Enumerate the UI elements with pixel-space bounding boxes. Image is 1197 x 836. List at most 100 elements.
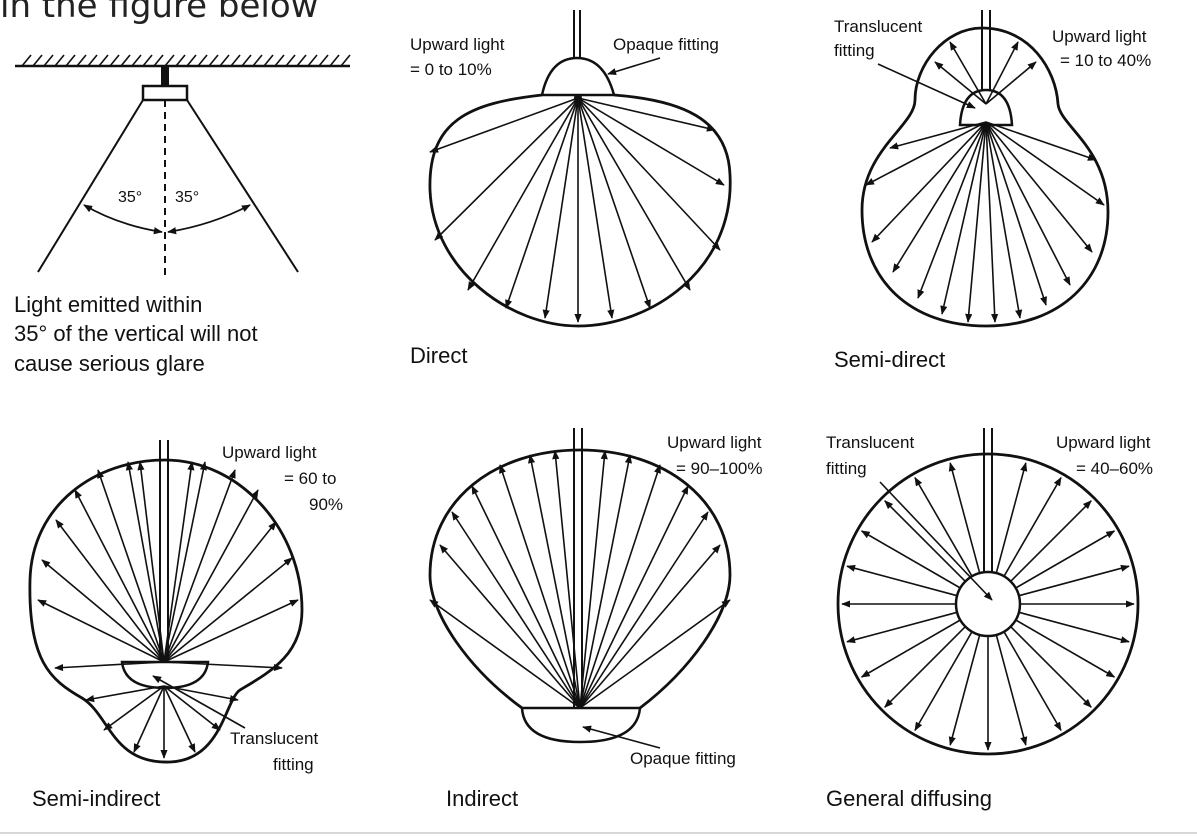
light-ray (577, 97, 691, 291)
hatch-mark (197, 54, 208, 67)
light-ray-up (579, 599, 731, 709)
light-ray (542, 97, 579, 319)
hatch-mark (208, 54, 219, 67)
direct-caption: Direct (410, 343, 467, 368)
light-ray-up (97, 469, 165, 663)
light-ray-down (865, 121, 987, 186)
light-ray-down (133, 685, 165, 753)
semi-indirect-caption: Semi-indirect (32, 786, 160, 811)
light-ray (467, 97, 579, 291)
general-fitting-line-2: fitting (826, 459, 867, 478)
distribution-curve-indirect (428, 448, 732, 710)
ceiling-hatch (21, 54, 351, 67)
light-ray (1015, 530, 1116, 589)
hatch-mark (175, 54, 186, 67)
distribution-curve-general (836, 452, 1140, 756)
panel-general-diffusing: Translucent fitting Upward light = 40–60… (826, 428, 1153, 811)
direct-fitting-pointer (607, 57, 661, 76)
light-ray-up (125, 461, 165, 663)
light-ray (948, 462, 981, 574)
light-ray-up (934, 61, 987, 105)
light-ray (860, 530, 961, 589)
light-ray-up (949, 41, 987, 105)
distribution-curve-direct (428, 93, 732, 328)
direct-upward-line-2: = 0 to 10% (410, 60, 492, 79)
semi-direct-fitting-pointer (877, 63, 976, 109)
semi-direct-upward-line-2: = 10 to 40% (1060, 51, 1151, 70)
hatch-mark (109, 54, 120, 67)
light-ray-up (579, 450, 608, 709)
panel-indirect: Upward light = 90–100% Opaque fitting In… (428, 428, 763, 811)
semi-indirect-upward-line-1: Upward light (222, 443, 317, 462)
hatch-mark (307, 54, 318, 67)
light-ray (914, 631, 973, 732)
hatch-mark (43, 54, 54, 67)
light-ray (948, 634, 981, 746)
light-rays-direct (429, 97, 725, 323)
glare-caption-line-3: cause serious glare (14, 351, 205, 376)
light-ray-up (41, 559, 165, 663)
light-ray-up (579, 544, 721, 709)
light-ray-down (889, 121, 987, 150)
light-ray (884, 500, 966, 582)
translucent-fitting-shade (958, 88, 1014, 127)
light-ray-up (37, 599, 165, 663)
hatch-mark (153, 54, 164, 67)
light-source-point (574, 94, 582, 102)
light-ray-up (55, 519, 165, 663)
light-ray (577, 97, 615, 319)
light-ray-up (552, 450, 581, 709)
light-ray-down (985, 121, 1097, 161)
light-ray-up (163, 521, 277, 663)
hatch-mark (87, 54, 98, 67)
hatch-mark (65, 54, 76, 67)
general-caption: General diffusing (826, 786, 992, 811)
light-ray-side (54, 661, 165, 672)
general-fitting-line-1: Translucent (826, 433, 914, 452)
light-ray (577, 97, 721, 251)
light-ray-up (163, 557, 293, 663)
semi-indirect-upward-line-2: = 60 to (284, 469, 336, 488)
light-ray-up (429, 599, 581, 709)
light-ray (429, 97, 579, 153)
hatch-mark (296, 54, 307, 67)
opaque-fitting-shade (540, 56, 616, 97)
light-ray (1018, 611, 1130, 644)
light-ray (434, 97, 579, 241)
hatch-mark (164, 54, 175, 67)
semi-indirect-upward-line-3: 90% (309, 495, 343, 514)
indirect-upward-line-2: = 90–100% (676, 459, 763, 478)
light-ray (914, 476, 973, 577)
glare-caption-line-2: 35° of the vertical will not (14, 321, 258, 346)
semi-direct-upward-line-1: Upward light (1052, 27, 1147, 46)
hatch-mark (252, 54, 263, 67)
light-ray-up (579, 454, 632, 709)
hatch-mark (274, 54, 285, 67)
light-ray-down (85, 685, 165, 703)
light-ray (846, 611, 958, 644)
light-ray (846, 564, 958, 597)
light-rays-semi-indirect (37, 461, 299, 759)
hatch-mark (285, 54, 296, 67)
distribution-curve-semi-direct (860, 26, 1110, 328)
hatch-mark (98, 54, 109, 67)
light-ray (884, 626, 966, 708)
hatch-mark (241, 54, 252, 67)
hatch-mark (142, 54, 153, 67)
light-ray (577, 97, 716, 132)
light-ray (995, 634, 1028, 746)
general-upward-line-2: = 40–60% (1076, 459, 1153, 478)
light-ray (1018, 564, 1130, 597)
light-ray-down (871, 121, 987, 243)
hatch-mark (186, 54, 197, 67)
light-ray (1003, 631, 1062, 732)
light-ray (577, 97, 651, 309)
indirect-caption: Indirect (446, 786, 518, 811)
hatch-mark (54, 54, 65, 67)
indirect-upward-line-1: Upward light (667, 433, 762, 452)
light-ray (505, 97, 579, 309)
light-ray-down (985, 121, 1047, 306)
hatch-mark (340, 54, 351, 67)
light-ray (995, 462, 1028, 574)
general-upward-line-1: Upward light (1056, 433, 1151, 452)
